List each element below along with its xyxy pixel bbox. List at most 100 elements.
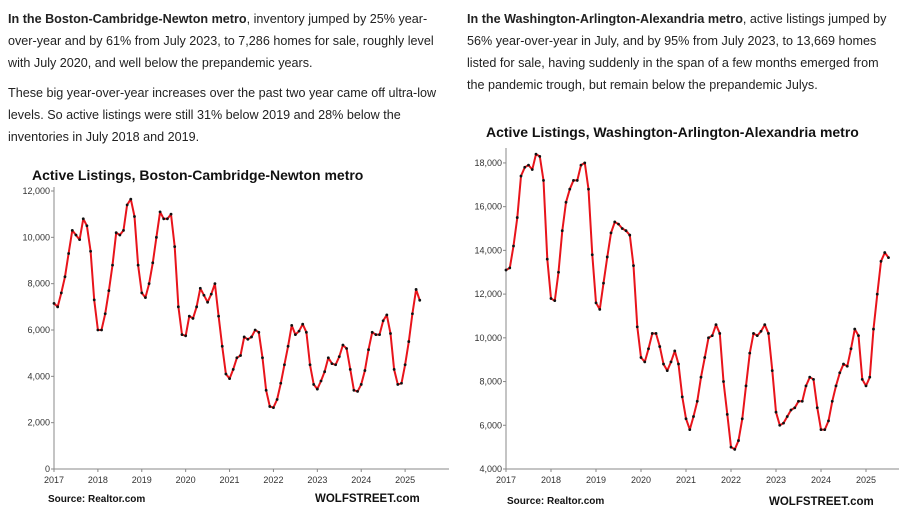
washington-data-point xyxy=(564,200,568,204)
washington-data-point xyxy=(590,253,594,257)
washington-brand: WOLFSTREET.com xyxy=(769,496,874,508)
washington-data-point xyxy=(744,384,748,388)
boston-data-point xyxy=(187,314,191,318)
washington-data-point xyxy=(553,299,557,303)
washington-y-tick-label: 18,000 xyxy=(474,158,502,168)
boston-data-point xyxy=(85,224,89,228)
boston-data-point xyxy=(114,231,118,235)
boston-data-point xyxy=(257,330,261,334)
washington-data-point xyxy=(808,375,812,379)
boston-data-point xyxy=(297,329,301,333)
washington-data-point xyxy=(654,332,658,335)
boston-data-point xyxy=(352,388,356,392)
washington-data-point xyxy=(763,323,767,327)
washington-data-point xyxy=(572,179,575,182)
boston-data-point xyxy=(246,337,250,341)
boston-data-point xyxy=(250,335,253,339)
boston-data-point xyxy=(74,233,78,237)
boston-data-point xyxy=(228,377,231,381)
boston-data-point xyxy=(122,228,125,232)
washington-data-point xyxy=(733,447,737,451)
washington-data-point xyxy=(545,257,549,261)
washington-data-point xyxy=(515,216,519,219)
boston-x-tick-label: 2019 xyxy=(132,475,152,485)
boston-data-point xyxy=(341,343,345,347)
washington-data-point xyxy=(722,380,725,383)
washington-x-tick-label: 2022 xyxy=(721,475,741,485)
boston-data-point xyxy=(359,383,363,386)
washington-data-point xyxy=(527,163,530,167)
washington-data-point xyxy=(568,187,572,191)
boston-data-point xyxy=(315,387,319,391)
washington-paragraph-1: In the Washington-Arlington-Alexandria m… xyxy=(467,8,895,96)
washington-data-point xyxy=(583,161,587,165)
boston-paragraph-1-body: , inventory jumped by 25% year-over-year… xyxy=(8,12,434,70)
washington-y-tick-label: 16,000 xyxy=(474,202,502,212)
boston-y-tick-label: 0 xyxy=(45,464,50,474)
washington-data-point xyxy=(620,227,624,230)
boston-data-point xyxy=(81,217,85,221)
washington-data-point xyxy=(643,360,647,364)
panel-washington: In the Washington-Arlington-Alexandria m… xyxy=(455,0,899,514)
washington-data-point xyxy=(812,377,815,381)
washington-chart-title: Active Listings, Washington-Arlington-Al… xyxy=(486,124,859,140)
washington-data-point xyxy=(549,297,553,300)
washington-data-point xyxy=(512,244,515,248)
washington-data-point xyxy=(703,356,707,359)
washington-data-point xyxy=(872,327,875,331)
boston-data-point xyxy=(231,367,235,371)
boston-data-point xyxy=(414,288,418,291)
boston-data-point xyxy=(96,328,100,332)
washington-data-point xyxy=(800,399,804,403)
washington-data-point xyxy=(793,406,797,410)
boston-data-point xyxy=(326,356,330,360)
boston-data-point xyxy=(52,301,56,305)
boston-data-point xyxy=(400,381,403,385)
washington-data-point xyxy=(504,268,508,272)
washington-data-point xyxy=(770,369,774,373)
washington-data-point xyxy=(699,375,703,379)
washington-data-point xyxy=(579,163,583,167)
boston-data-point xyxy=(100,328,103,332)
washington-data-point xyxy=(594,301,598,305)
boston-data-point xyxy=(107,289,111,293)
washington-data-point xyxy=(707,336,710,340)
boston-data-point xyxy=(345,347,348,350)
boston-data-point xyxy=(367,348,370,352)
boston-series-line xyxy=(53,198,421,409)
washington-data-point xyxy=(587,187,590,191)
boston-data-point xyxy=(396,383,400,386)
boston-chart: 0 2,000 4,000 6,000 8,000 10,000 12,000 2017 201… xyxy=(22,186,449,485)
boston-x-tick-label: 2022 xyxy=(263,475,283,485)
boston-data-point xyxy=(279,381,283,385)
boston-data-point xyxy=(363,369,367,372)
washington-x-tick-label: 2023 xyxy=(766,475,786,485)
boston-data-point xyxy=(239,354,242,357)
washington-y-tick-label: 10,000 xyxy=(474,333,502,343)
boston-data-point xyxy=(173,245,177,249)
washington-y-tick-label: 14,000 xyxy=(474,245,502,255)
boston-data-point xyxy=(155,235,158,239)
washington-data-point xyxy=(635,325,639,329)
boston-data-point xyxy=(242,335,246,339)
washington-data-point xyxy=(692,415,695,418)
boston-y-tick-label: 8,000 xyxy=(27,279,50,289)
washington-data-point xyxy=(534,152,538,156)
boston-data-point xyxy=(261,356,264,360)
washington-data-point xyxy=(560,229,564,233)
washington-data-point xyxy=(819,428,823,432)
boston-data-point xyxy=(136,263,140,267)
boston-data-point xyxy=(195,305,199,309)
boston-data-point xyxy=(92,298,96,302)
boston-data-point xyxy=(290,323,294,327)
boston-data-point xyxy=(418,298,422,302)
boston-data-point xyxy=(118,233,122,237)
washington-data-point xyxy=(557,270,560,274)
washington-data-point xyxy=(789,408,793,412)
washington-data-point xyxy=(853,327,857,331)
washington-data-point xyxy=(714,323,718,327)
boston-data-point xyxy=(304,330,308,334)
boston-paragraph-1: In the Boston-Cambridge-Newton metro, in… xyxy=(8,8,440,74)
washington-data-point xyxy=(669,360,673,364)
washington-data-point xyxy=(849,347,853,351)
